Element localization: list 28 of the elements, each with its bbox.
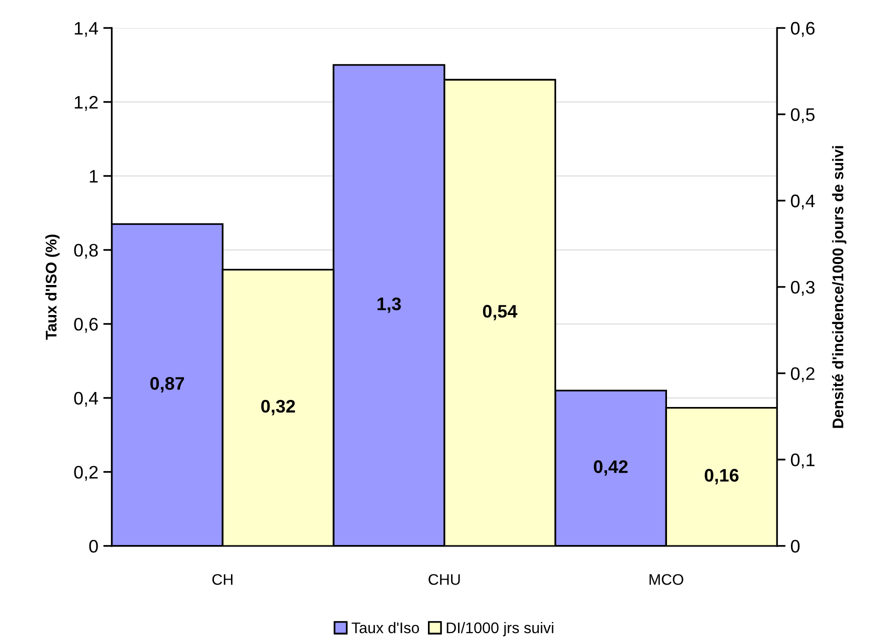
y2-tick-label: 0,2 bbox=[790, 367, 814, 382]
y-axis-title: Taux d'ISO (%) bbox=[45, 234, 60, 340]
y-tick-label: 1 bbox=[90, 170, 98, 182]
x-tick-label: CH bbox=[212, 574, 232, 585]
x-tick-label: CHU bbox=[428, 574, 460, 585]
data-label: 0,54 bbox=[482, 304, 518, 320]
y-tick-label: 0 bbox=[89, 540, 98, 553]
data-label: 1,3 bbox=[378, 298, 401, 313]
y-tick-label: 1,2 bbox=[74, 96, 98, 111]
y2-axis-title: Densité d'incidence/1000 jours de suivi bbox=[832, 146, 846, 428]
y-tick-label: 0,4 bbox=[74, 392, 98, 407]
data-label: 0,32 bbox=[261, 400, 295, 416]
data-label: 0,87 bbox=[150, 377, 184, 392]
y2-tick-label: 0,5 bbox=[790, 108, 815, 124]
y2-tick-label: 0,3 bbox=[790, 280, 815, 296]
y-tick-label: 0,6 bbox=[74, 318, 98, 333]
data-label: 0,16 bbox=[704, 468, 739, 484]
legend-label: DI/1000 jrs suivi bbox=[446, 622, 554, 636]
legend-label: Taux d'Iso bbox=[352, 622, 419, 634]
y-tick-label: 0,8 bbox=[74, 244, 98, 259]
y2-tick-label: 0,1 bbox=[790, 454, 814, 468]
y2-tick-label: 0,4 bbox=[790, 194, 815, 210]
x-tick-label: MCO bbox=[650, 574, 684, 585]
data-label: 0,42 bbox=[594, 460, 628, 476]
y2-tick-label: 0,6 bbox=[790, 22, 815, 37]
y2-tick-label: 0 bbox=[790, 540, 800, 553]
y-tick-label: 0,2 bbox=[74, 466, 98, 481]
y-tick-label: 1,4 bbox=[74, 22, 98, 37]
